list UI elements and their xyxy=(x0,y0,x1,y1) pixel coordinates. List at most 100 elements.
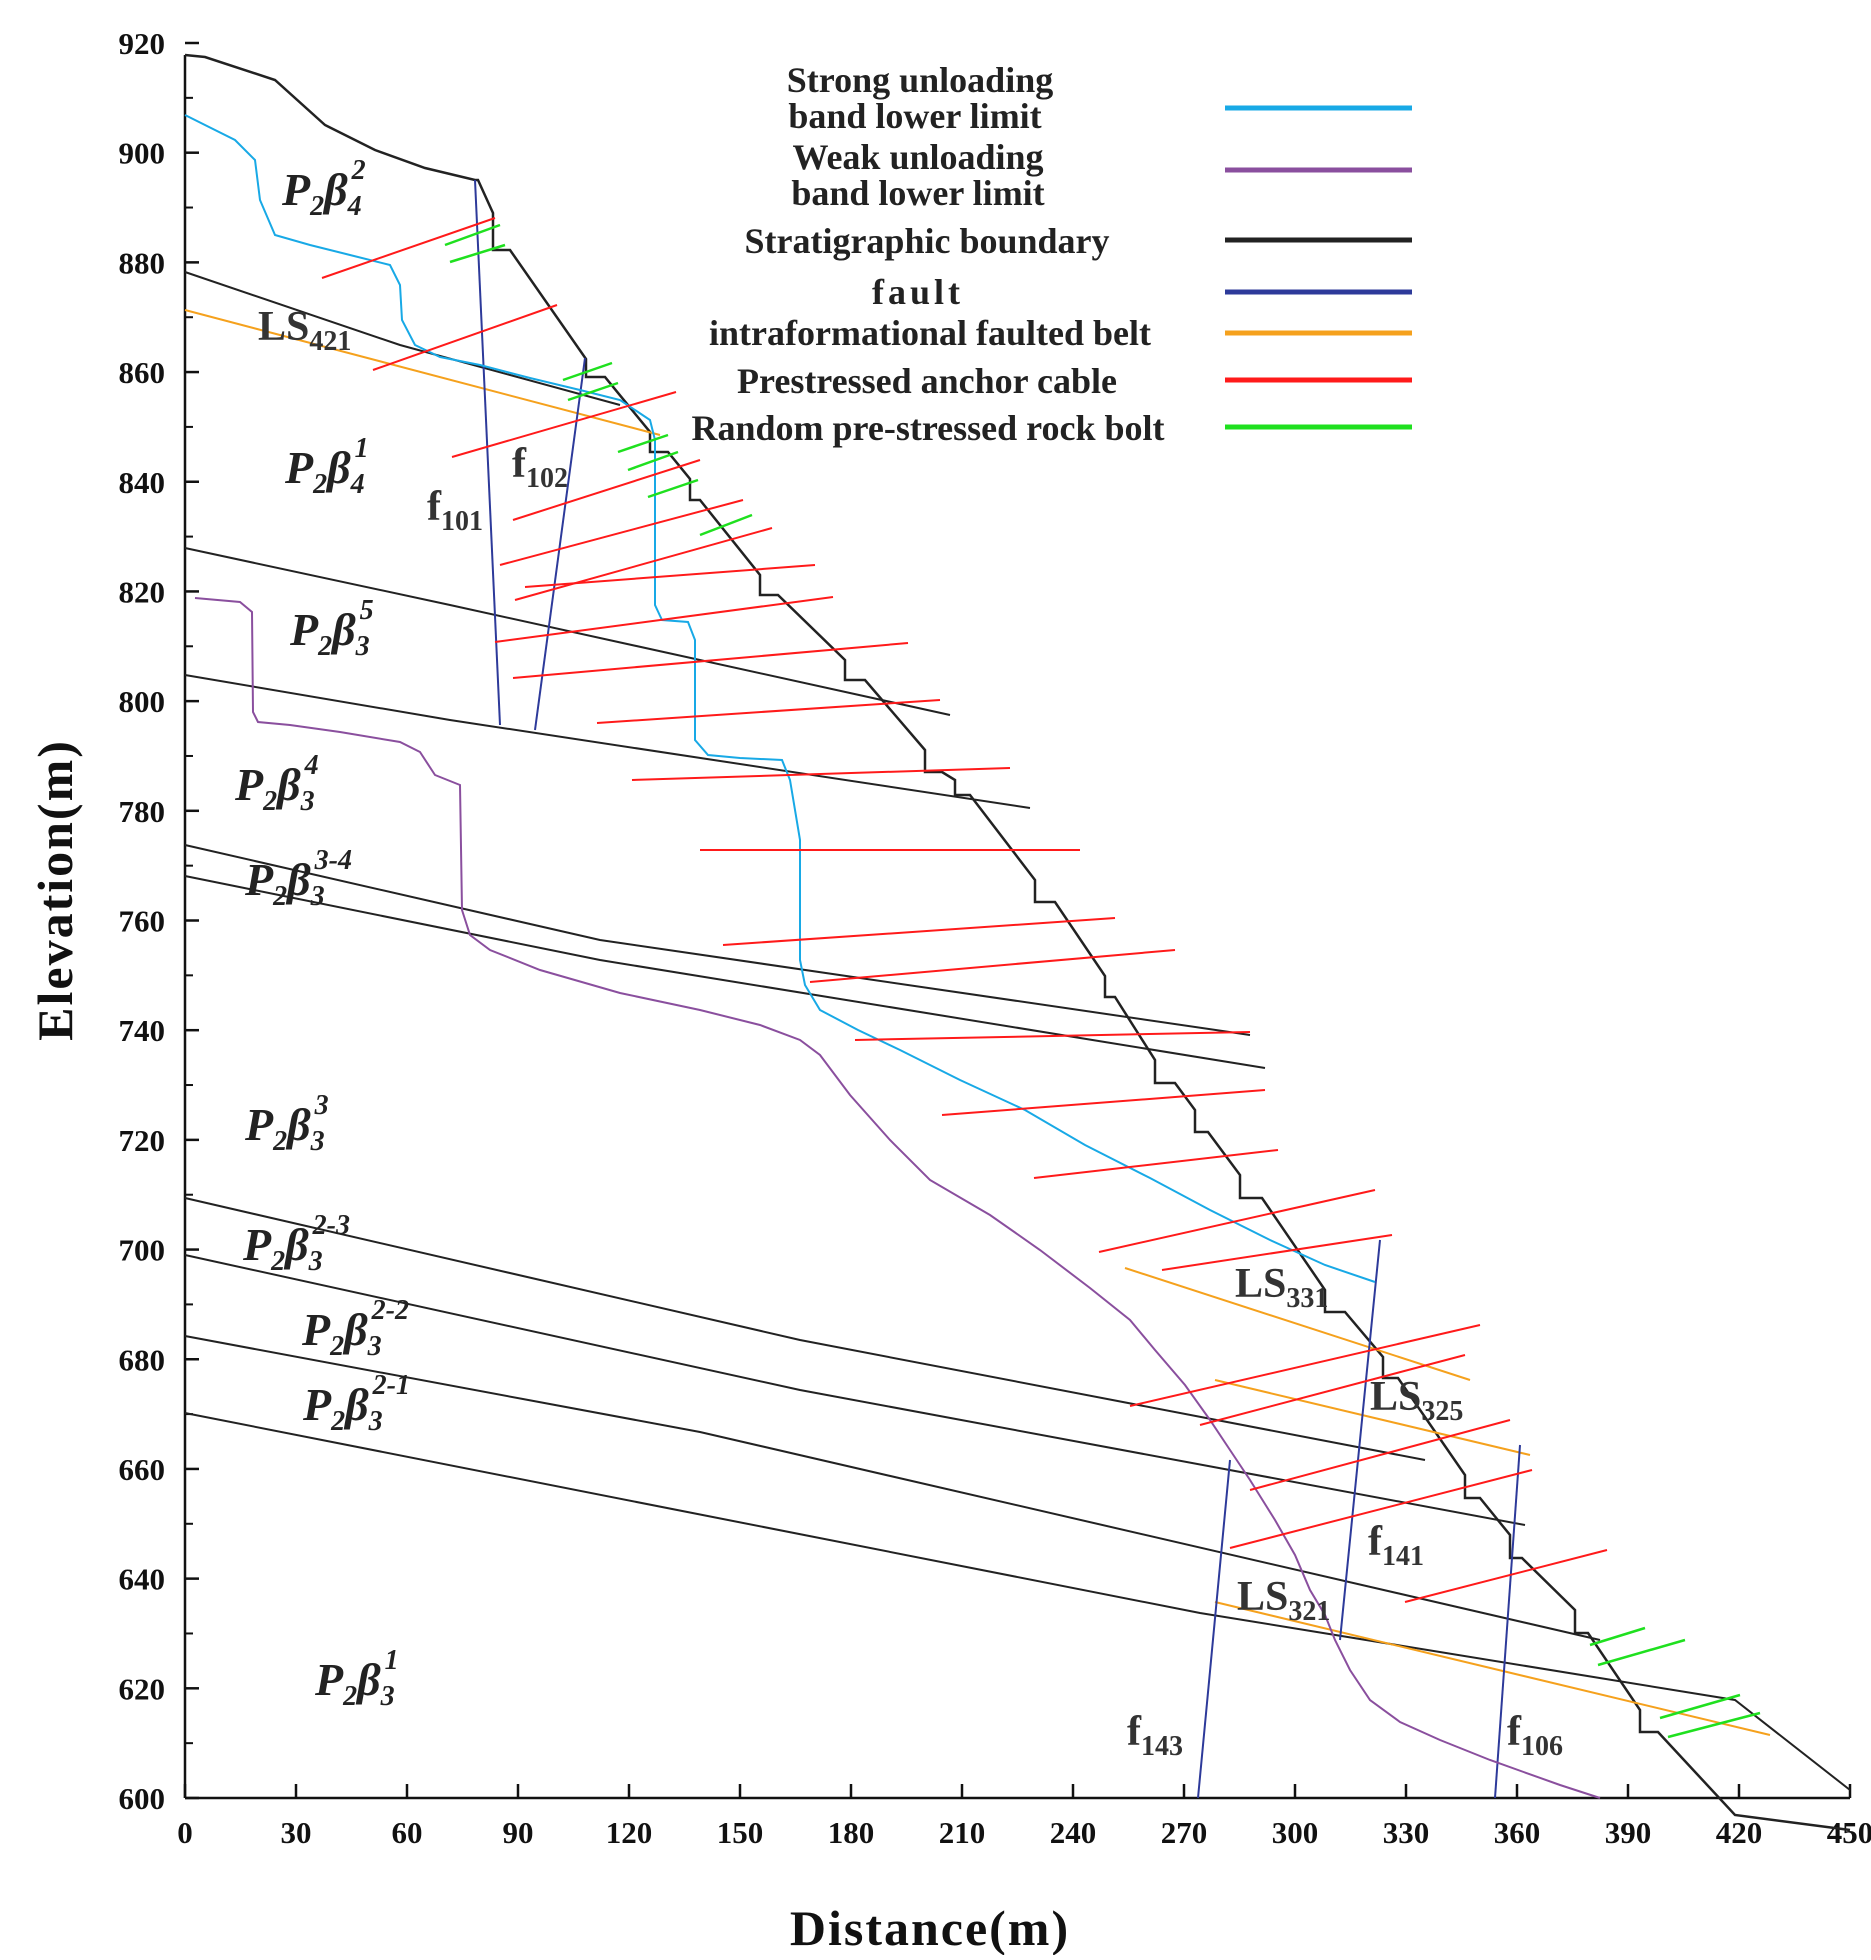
anchor-cable xyxy=(321,217,496,279)
unit-label: P2β42 xyxy=(281,155,366,222)
legend-item-stratigraphic-boundary: Stratigraphic boundary xyxy=(744,221,1412,261)
anchor-cable xyxy=(1229,1469,1533,1549)
legend-label: fault xyxy=(872,272,964,312)
faulted-belt xyxy=(1124,1267,1471,1381)
legend-item-weak-unloading: Weak unloading band lower limit xyxy=(791,137,1412,213)
legend-item-faulted-belt: intraformational faulted belt xyxy=(709,313,1412,353)
x-tick-label: 360 xyxy=(1494,1815,1541,1850)
anchor-cable xyxy=(1033,1149,1279,1179)
anchor-cable xyxy=(372,304,558,371)
rock-bolt xyxy=(617,433,669,454)
legend-label: Weak unloading xyxy=(792,137,1043,177)
rock-bolt xyxy=(567,381,619,402)
stratigraphic-boundary xyxy=(184,875,1266,1069)
rock-bolt xyxy=(627,450,679,472)
legend-label: Stratigraphic boundary xyxy=(744,221,1109,261)
x-tick-label: 30 xyxy=(281,1815,312,1850)
legend-label: Strong unloading xyxy=(787,60,1053,100)
x-tick-label: 420 xyxy=(1716,1815,1763,1850)
rock-bolt xyxy=(1589,1626,1646,1647)
x-tick-label: 300 xyxy=(1272,1815,1319,1850)
rock-bolt xyxy=(1597,1638,1686,1667)
x-tick-label: 60 xyxy=(392,1815,423,1850)
x-tick-label: 330 xyxy=(1383,1815,1430,1850)
stratigraphic-boundary xyxy=(184,1335,1601,1641)
random-rock-bolts xyxy=(444,223,1761,1739)
feature-label: LS421 xyxy=(258,304,351,357)
legend-label: Prestressed anchor cable xyxy=(737,361,1117,401)
x-tick-label: 450 xyxy=(1827,1815,1871,1850)
y-axis-ticks: 600 620 640 660 680 700 720 740 760 780 800 820 840 8… xyxy=(119,26,199,1816)
unit-label: P2β32-3 xyxy=(242,1210,350,1277)
feature-label: f141 xyxy=(1368,1519,1424,1572)
anchor-cable xyxy=(494,596,834,643)
feature-label: LS321 xyxy=(1237,1574,1330,1627)
y-tick-label: 620 xyxy=(119,1671,166,1706)
unit-label: P2β34 xyxy=(234,750,319,817)
anchor-cable xyxy=(1199,1354,1466,1426)
legend-label: Random pre-stressed rock bolt xyxy=(691,408,1164,448)
y-tick-label: 660 xyxy=(119,1452,166,1487)
y-tick-label: 860 xyxy=(119,355,166,390)
feature-label: f101 xyxy=(427,484,483,537)
rock-bolt xyxy=(647,478,699,499)
unit-label: P2β41 xyxy=(284,433,369,500)
fault-f106 xyxy=(1494,1444,1521,1799)
anchor-cable xyxy=(512,642,909,679)
x-tick-label: 180 xyxy=(828,1815,875,1850)
legend-item-fault: fault xyxy=(872,272,1412,312)
x-axis-title: Distance(m) xyxy=(790,1900,1070,1955)
unit-label: P2β33 xyxy=(244,1090,329,1157)
legend-item-strong-unloading: Strong unloading band lower limit xyxy=(787,60,1412,136)
stratigraphic-boundaries xyxy=(184,271,1851,1791)
faulted-belt xyxy=(184,309,661,436)
anchor-cable xyxy=(631,767,1011,781)
y-tick-label: 740 xyxy=(119,1013,166,1048)
rock-bolt xyxy=(1667,1711,1761,1739)
anchor-cable xyxy=(1404,1549,1608,1603)
x-axis-ticks: 0 30 60 90 120 150 180 210 240 270 300 330 360 390 420… xyxy=(177,1784,1871,1850)
y-tick-label: 700 xyxy=(119,1233,166,1268)
anchor-cable xyxy=(596,699,941,724)
anchor-cable xyxy=(1098,1189,1376,1253)
unit-label: P2β32-1 xyxy=(302,1370,410,1437)
strong-unloading-lower-limit xyxy=(184,114,1376,1283)
y-tick-label: 780 xyxy=(119,794,166,829)
y-tick-label: 600 xyxy=(119,1781,166,1816)
anchor-cable xyxy=(941,1089,1266,1116)
feature-label: LS325 xyxy=(1370,1374,1463,1427)
axes xyxy=(183,55,1850,1800)
rock-bolt xyxy=(449,243,506,264)
y-tick-label: 880 xyxy=(119,245,166,280)
y-tick-label: 760 xyxy=(119,904,166,939)
prestressed-anchor-cables xyxy=(321,217,1608,1603)
x-tick-label: 90 xyxy=(503,1815,534,1850)
x-tick-label: 270 xyxy=(1161,1815,1208,1850)
fault-f101 xyxy=(474,179,501,726)
feature-labels: LS421 f101 f102 LS331 LS325 f141 LS321 f… xyxy=(258,304,1563,1762)
anchor-cable xyxy=(451,391,677,458)
stratigraphic-boundary xyxy=(184,547,951,716)
unit-label: P2β33-4 xyxy=(244,845,352,912)
anchor-cable xyxy=(524,564,816,588)
fault-f141 xyxy=(1339,1239,1381,1641)
fault-f143 xyxy=(1197,1459,1231,1799)
x-tick-label: 390 xyxy=(1605,1815,1652,1850)
rock-bolt xyxy=(1659,1693,1741,1720)
y-tick-label: 680 xyxy=(119,1342,166,1377)
anchor-cable xyxy=(722,917,1116,946)
y-tick-label: 720 xyxy=(119,1123,166,1158)
weak-unloading-lower-limit xyxy=(194,597,1601,1799)
rock-bolt xyxy=(562,361,613,382)
feature-label: LS331 xyxy=(1235,1261,1328,1314)
anchor-cable xyxy=(1249,1419,1511,1491)
feature-label: f143 xyxy=(1127,1709,1183,1762)
feature-label: f102 xyxy=(512,441,568,494)
legend-label: intraformational faulted belt xyxy=(709,313,1151,353)
x-tick-label: 120 xyxy=(606,1815,653,1850)
feature-label: f106 xyxy=(1507,1709,1563,1762)
y-tick-label: 820 xyxy=(119,574,166,609)
anchor-cable xyxy=(1129,1324,1481,1407)
